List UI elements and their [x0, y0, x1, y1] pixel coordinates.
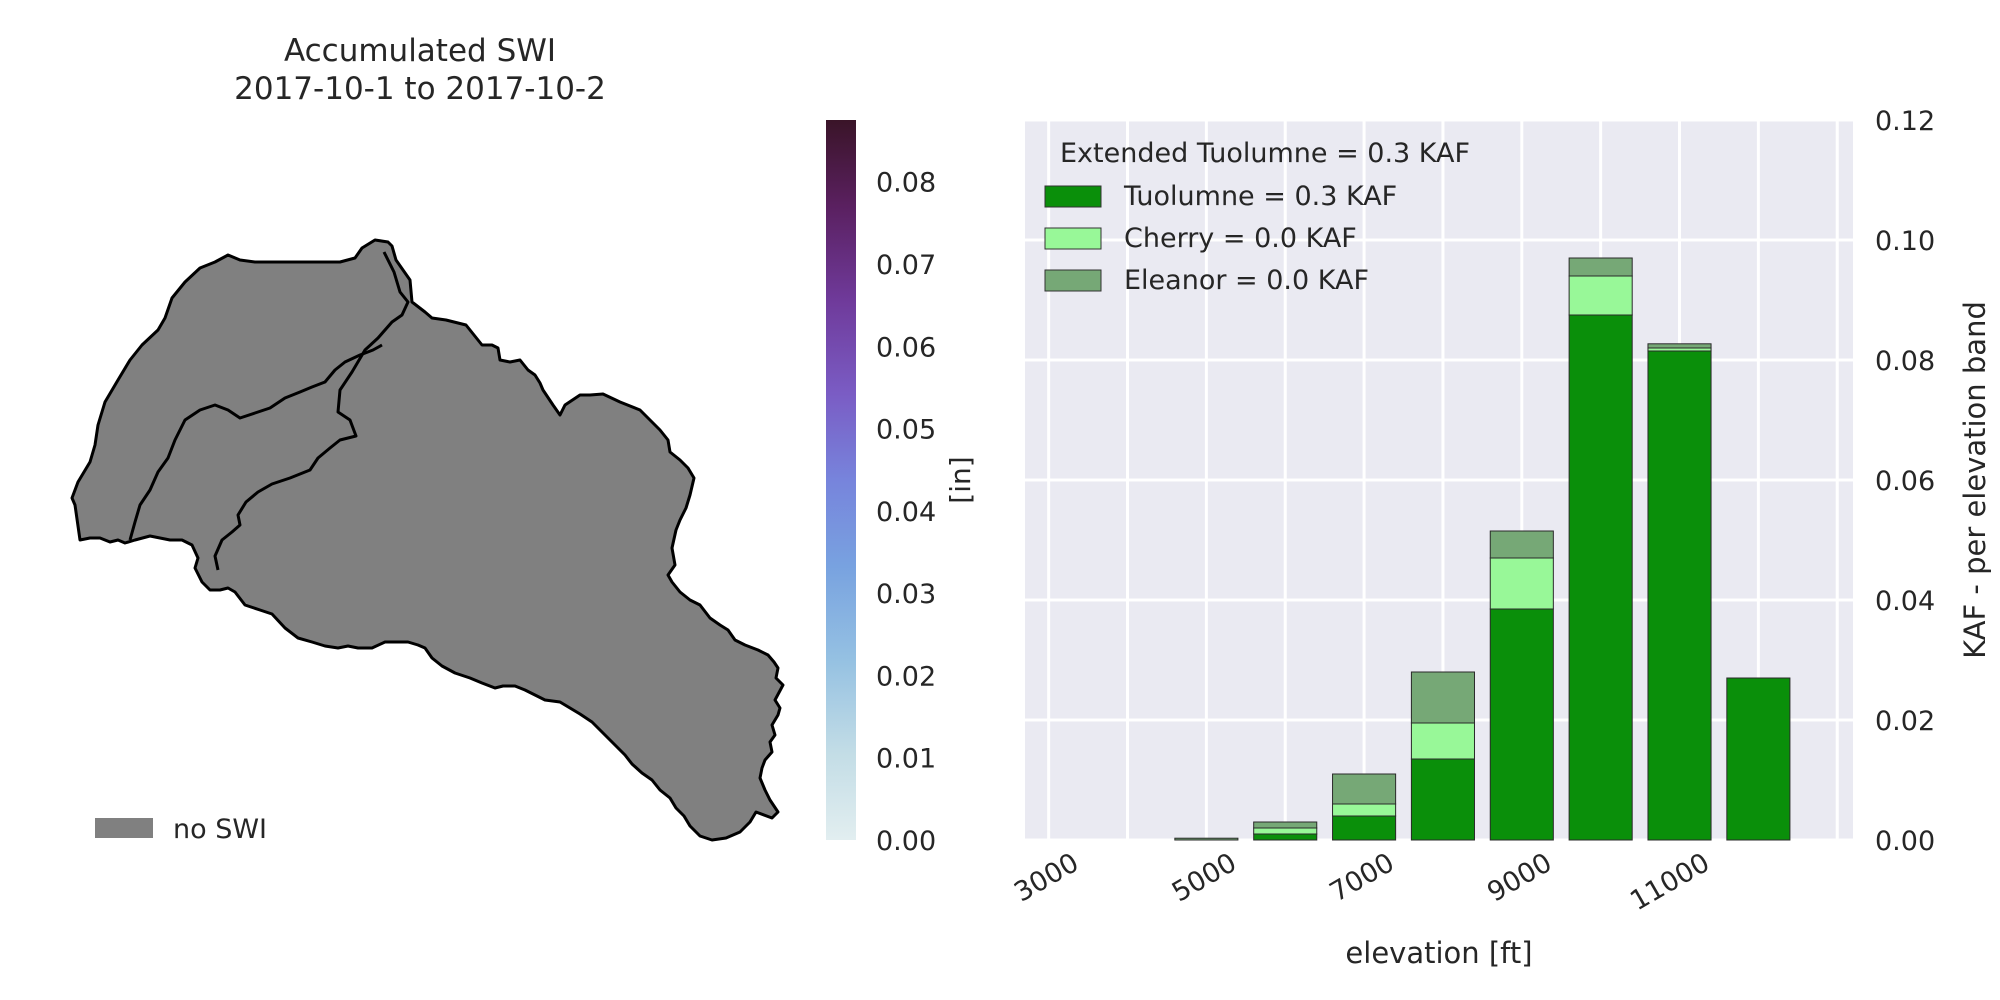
bar-segment [1568, 257, 1633, 277]
bar-segment [1647, 343, 1712, 349]
colorbar-tick-label: 0.00 [876, 826, 936, 857]
bar-segment [1174, 837, 1239, 841]
y-tick-label: 0.10 [1875, 226, 1935, 257]
y-tick-label: 0.12 [1875, 106, 1935, 137]
x-axis-label: elevation [ft] [1345, 936, 1532, 970]
bar-segment [1568, 275, 1633, 316]
subbasin-boundary [128, 343, 383, 541]
colorbar-tick-label: 0.02 [876, 661, 936, 692]
bar-segment [1647, 350, 1712, 841]
bar-segment [1489, 557, 1554, 610]
y-tick-label: 0.00 [1875, 826, 1935, 857]
bars [1174, 257, 1791, 841]
legend-title: Extended Tuolumne = 0.3 KAF [1060, 138, 1470, 169]
colorbar-tick-label: 0.01 [876, 744, 936, 775]
colorbar-tick-label: 0.06 [876, 332, 936, 363]
x-tick-labels: 3000 5000 7000 9000 11000 [1009, 847, 1715, 917]
colorbar-ticks: 0.00 0.01 0.02 0.03 0.04 0.05 0.06 0.07 0.08 [876, 168, 936, 857]
subbasin-boundary-2 [213, 251, 410, 571]
map-title-line-2: 2017-10-1 to 2017-10-2 [234, 71, 606, 107]
bar-segment [1253, 827, 1318, 835]
y-tick-labels: 0.00 0.02 0.04 0.06 0.08 0.10 0.12 [1875, 106, 1935, 857]
map-title: Accumulated SWI 2017-10-1 to 2017-10-2 [180, 32, 660, 108]
bar-segment [1568, 314, 1633, 841]
colorbar-tick-label: 0.08 [876, 168, 936, 199]
x-tick-label: 9000 [1482, 847, 1557, 908]
bar-segment [1410, 758, 1475, 841]
legend: Extended Tuolumne = 0.3 KAF Tuolumne = 0… [1044, 138, 1470, 296]
y-tick-label: 0.02 [1875, 706, 1935, 737]
legend-swatch-no-swi [95, 818, 153, 838]
legend-swatch-eleanor [1044, 269, 1102, 292]
bar-segment [1253, 821, 1318, 829]
colorbar: 0.00 0.01 0.02 0.03 0.04 0.05 0.06 0.07 0.08 [in… [826, 120, 977, 857]
bar-segment [1726, 677, 1791, 841]
y-axis-label: KAF - per elevation band [1958, 301, 1992, 659]
bar-segment [1410, 722, 1475, 760]
bar-segment [1489, 608, 1554, 841]
legend-label-tuolumne: Tuolumne = 0.3 KAF [1123, 181, 1397, 212]
bar-chart: 0.00 0.02 0.04 0.06 0.08 0.10 0.12 3000 5000 700… [1009, 106, 1992, 970]
colorbar-label: [in] [944, 456, 977, 503]
legend-swatch-cherry [1044, 227, 1102, 250]
bar-segment [1410, 671, 1475, 724]
colorbar-tick-label: 0.05 [876, 415, 936, 446]
map-title-line-1: Accumulated SWI [283, 33, 557, 69]
legend-label-eleanor: Eleanor = 0.0 KAF [1124, 265, 1369, 296]
watershed-polygon [70, 238, 785, 842]
colorbar-gradient [826, 120, 856, 840]
legend-label-cherry: Cherry = 0.0 KAF [1124, 223, 1357, 254]
bar-segment [1332, 803, 1397, 817]
legend-label-no-swi: no SWI [173, 814, 267, 845]
x-tick-label: 7000 [1325, 847, 1400, 908]
legend-swatch-tuolumne [1044, 185, 1102, 208]
colorbar-tick-label: 0.03 [876, 579, 936, 610]
watershed-map: no SWI [70, 238, 785, 845]
bar-segment [1332, 773, 1397, 805]
x-tick-label: 11000 [1625, 847, 1715, 917]
y-tick-label: 0.04 [1875, 586, 1935, 617]
y-tick-label: 0.06 [1875, 466, 1935, 497]
bar-segment [1332, 815, 1397, 841]
x-tick-label: 3000 [1009, 847, 1084, 908]
bar-segment [1253, 833, 1318, 841]
colorbar-tick-label: 0.07 [876, 250, 936, 281]
colorbar-tick-label: 0.04 [876, 497, 936, 528]
x-tick-label: 5000 [1167, 847, 1242, 908]
y-tick-label: 0.08 [1875, 346, 1935, 377]
bar-segment [1489, 530, 1554, 559]
